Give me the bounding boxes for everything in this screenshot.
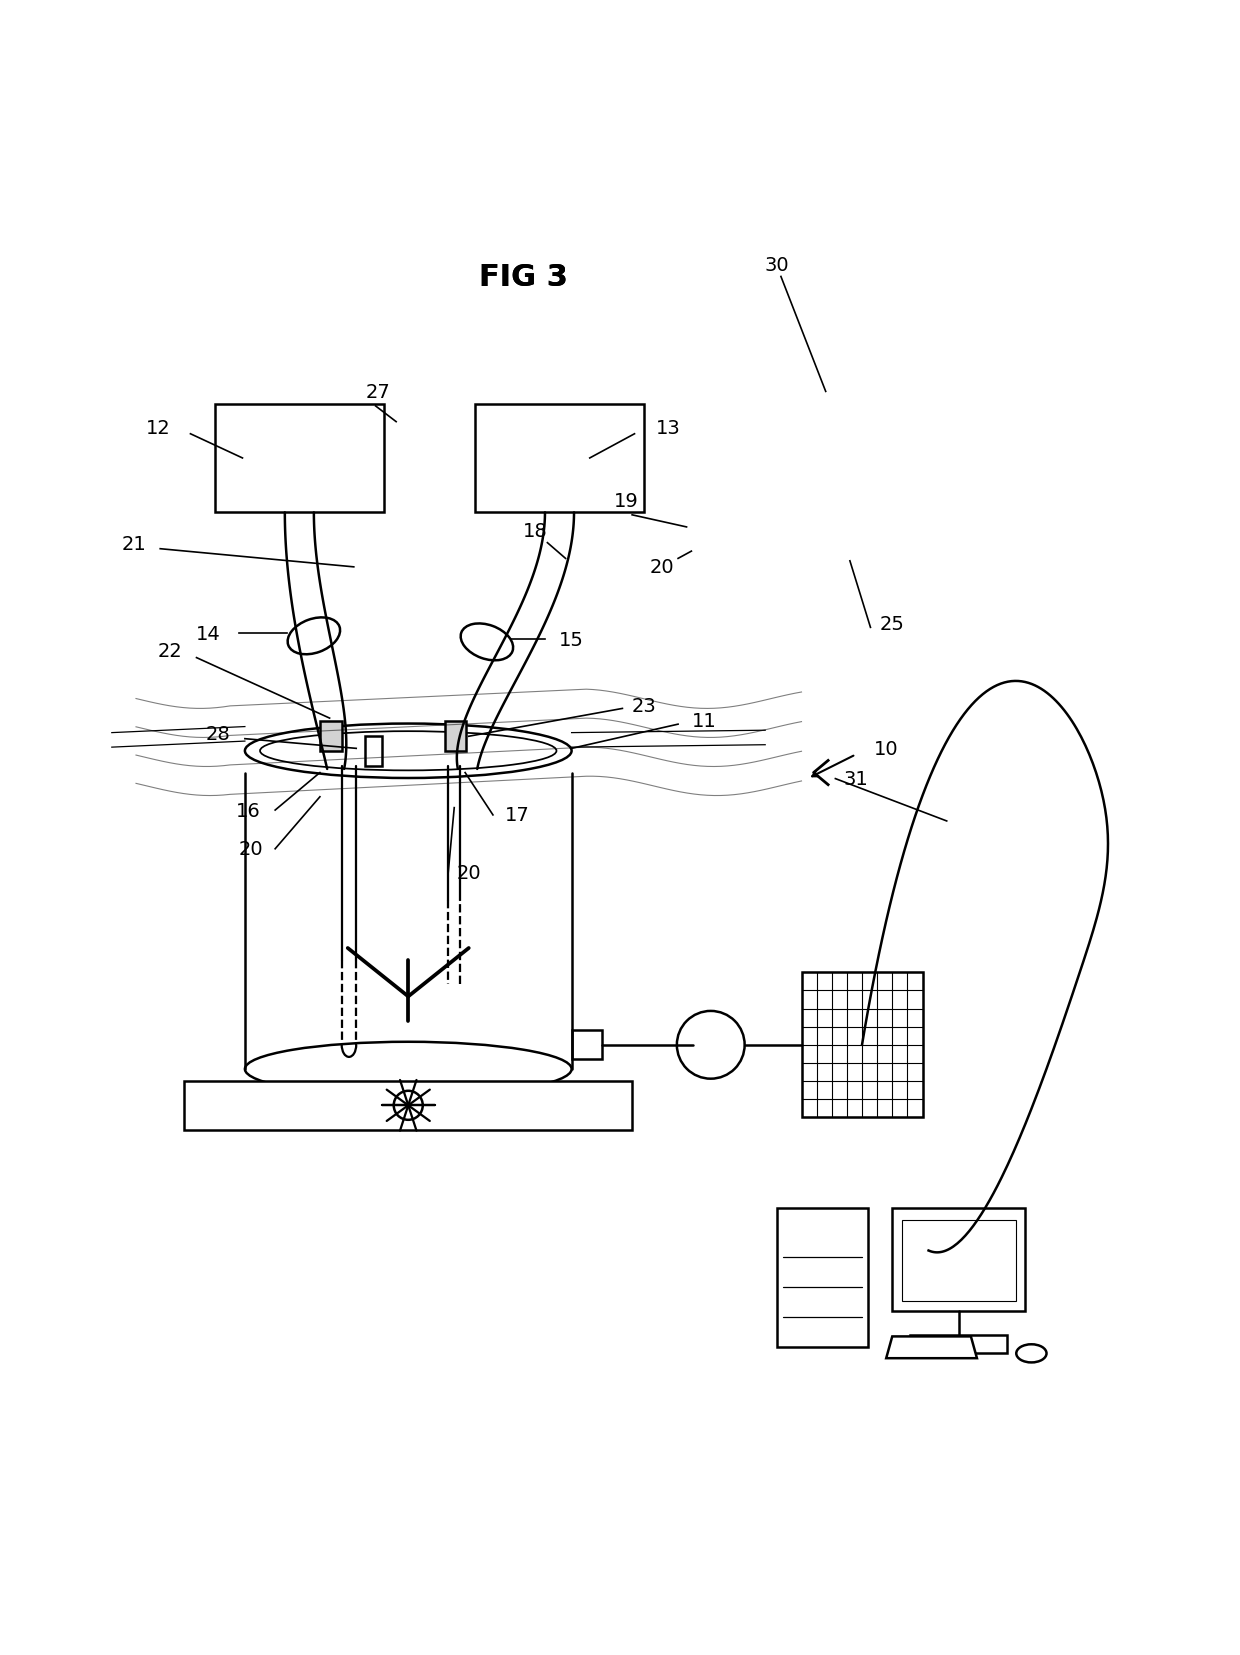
Text: 17: 17 [505,806,529,824]
Text: 28: 28 [206,725,231,743]
Text: 23: 23 [632,697,656,717]
Bar [572,1031,601,1059]
Bar [215,404,384,513]
Text: 30: 30 [765,255,790,275]
Bar [777,1208,868,1347]
Text: 13: 13 [656,419,681,439]
Text: 21: 21 [122,535,146,554]
Text: 12: 12 [145,419,170,439]
Text: 18: 18 [523,521,548,541]
Bar [893,1208,1025,1311]
Bar [475,404,645,513]
Text: 20: 20 [238,839,263,859]
Bar [365,736,382,766]
Bar [185,1081,632,1130]
Text: 20: 20 [650,558,675,578]
Text: 27: 27 [366,382,391,402]
Bar [445,722,466,751]
Polygon shape [887,1337,977,1359]
Text: 22: 22 [157,642,182,660]
Text: 14: 14 [196,624,221,644]
Text: FIG 3: FIG 3 [479,263,568,291]
Ellipse shape [244,1043,572,1097]
Text: 19: 19 [614,492,639,510]
Text: 11: 11 [692,712,717,730]
Ellipse shape [288,617,340,655]
Ellipse shape [244,725,572,778]
Text: 10: 10 [874,740,899,758]
Bar [320,722,342,751]
Bar [901,1220,1016,1301]
Text: 15: 15 [559,631,584,649]
Ellipse shape [1017,1344,1047,1362]
Text: FIG 3: FIG 3 [479,263,568,291]
Ellipse shape [461,624,513,660]
Bar [910,1336,1007,1354]
Bar [801,973,923,1117]
Text: 25: 25 [880,616,905,634]
Text: 20: 20 [456,864,481,884]
Text: 31: 31 [843,770,868,789]
Text: 16: 16 [236,801,260,821]
